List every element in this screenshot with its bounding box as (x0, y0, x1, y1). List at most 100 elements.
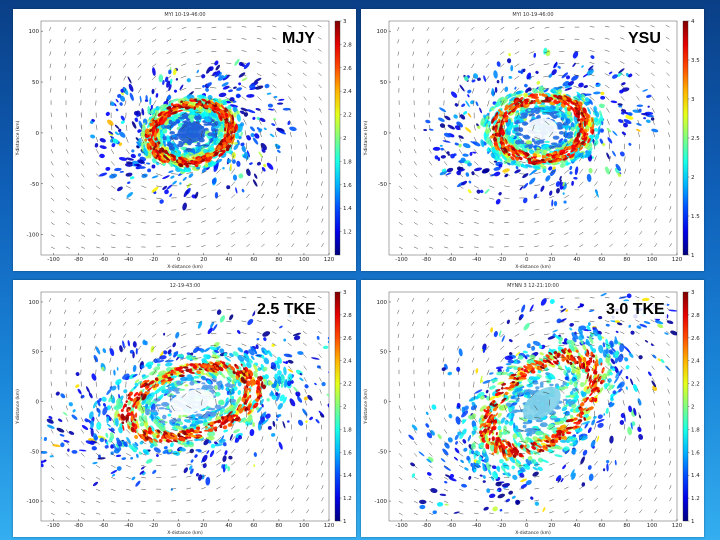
wind-vector (256, 84, 262, 89)
rainband-blob (127, 76, 132, 84)
eyewall-max-blob (511, 150, 516, 155)
rainband-blob (97, 457, 106, 460)
rainband-blob (186, 182, 191, 189)
wind-vector (50, 161, 54, 166)
eyewall-max-blob (220, 146, 224, 150)
wind-vector (49, 63, 52, 68)
wind-vector (64, 75, 67, 81)
eyewall-max-blob (533, 93, 539, 97)
rainband-blob (81, 425, 89, 430)
rainband-blob (49, 455, 54, 458)
inner-core-blob (554, 144, 563, 148)
eyewall-blob (196, 166, 201, 170)
rainband-blob (256, 116, 261, 121)
wind-vector (141, 185, 147, 189)
wind-vector (503, 124, 506, 132)
inner-core-blob (520, 140, 525, 145)
eyewall-blob (574, 152, 581, 159)
wind-vector (110, 173, 116, 178)
rainband-blob (342, 352, 347, 356)
rainband-blob (440, 147, 444, 151)
rainband-blob (118, 131, 126, 138)
rainband-blob (155, 93, 159, 98)
plot-svg: MYI 10-19-46:00-100 -80 -60 -40 -20 0 20 40 60 80… (15, 12, 352, 270)
wind-vector (549, 158, 556, 162)
wind-vector (458, 124, 461, 131)
wind-vector (652, 108, 655, 113)
eyewall-blob (215, 137, 222, 144)
wind-vector (65, 417, 69, 422)
eyewall-max-blob (227, 411, 233, 415)
eyewall-blob (184, 168, 192, 173)
eyewall-blob (149, 443, 154, 449)
eyewall-blob (245, 421, 250, 426)
wind-vector (289, 132, 292, 138)
wind-vector (171, 233, 176, 235)
eyewall-blob (498, 157, 503, 162)
wind-vector (276, 168, 278, 174)
rainband-blob (519, 186, 524, 191)
eyewall-max-blob (127, 396, 131, 400)
wind-vector (473, 149, 478, 154)
wind-vector (426, 39, 430, 44)
eyewall-max-blob (161, 111, 167, 116)
eyewall-blob (277, 402, 283, 410)
wind-vector (155, 136, 160, 144)
wind-vector (534, 136, 541, 140)
rainband-blob (445, 172, 452, 176)
inner-core-blob (153, 398, 161, 401)
x-tick-label: 40 (573, 257, 580, 263)
eyewall-blob (93, 433, 98, 441)
wind-vector (123, 345, 127, 351)
inner-core-blob (525, 145, 529, 148)
rainband-blob (136, 453, 139, 458)
rainband-blob (268, 108, 275, 111)
rainband-blob (152, 67, 156, 76)
wind-vector (231, 168, 235, 174)
rainband-blob (278, 441, 283, 450)
wind-vector (458, 136, 462, 143)
inner-core-blob (166, 142, 174, 147)
wind-vector (426, 26, 430, 31)
eyewall-max-blob (505, 114, 509, 118)
eyewall-blob (601, 117, 604, 122)
eyewall-max-blob (557, 95, 564, 100)
inner-core-blob (512, 124, 519, 128)
eyewall-max-blob (574, 136, 579, 142)
rainband-blob (235, 187, 238, 194)
eyewall-max-blob (497, 145, 501, 152)
wind-vector (456, 63, 460, 69)
wind-vector (609, 193, 613, 199)
wind-vector (589, 73, 595, 77)
eyewall-max-blob (171, 107, 177, 111)
wind-vector (317, 24, 322, 28)
wind-vector (123, 357, 127, 363)
rainband-blob (441, 168, 447, 172)
rainband-blob (132, 341, 137, 348)
x-tick-label: 60 (598, 257, 605, 263)
wind-vector (639, 231, 643, 235)
wind-vector (274, 400, 277, 406)
rainband-blob (134, 117, 139, 122)
inner-core-blob (230, 383, 236, 387)
wind-vector (65, 124, 68, 130)
wind-vector (111, 476, 116, 480)
inner-core-blob (175, 391, 180, 394)
rainband-blob (253, 464, 256, 468)
wind-vector (413, 197, 418, 201)
rainband-blob (252, 422, 255, 427)
rainband-blob (353, 365, 356, 368)
wind-vector (274, 119, 277, 125)
rainband-blob (277, 149, 281, 153)
rainband-blob (90, 134, 96, 139)
inner-core-blob (167, 413, 172, 417)
rainband-blob (606, 127, 612, 133)
wind-vector (413, 161, 417, 166)
inner-core-blob (537, 107, 541, 112)
rainband-blob (102, 348, 107, 354)
wind-vector (186, 475, 192, 478)
inner-core-blob (207, 407, 216, 411)
wind-vector (181, 297, 187, 300)
inner-core-blob (214, 404, 222, 410)
eyewall-blob (524, 164, 533, 168)
